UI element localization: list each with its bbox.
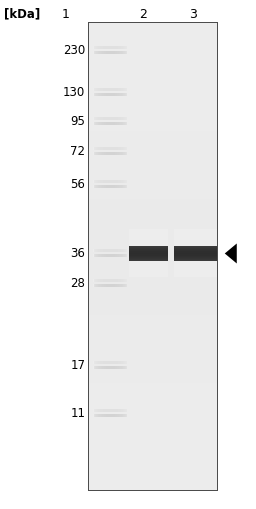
Text: 2: 2 (140, 8, 147, 21)
Text: 11: 11 (70, 407, 85, 420)
Text: 17: 17 (70, 359, 85, 372)
Text: 36: 36 (70, 247, 85, 260)
Text: 3: 3 (189, 8, 197, 21)
Text: 28: 28 (70, 277, 85, 290)
Text: 1: 1 (61, 8, 69, 21)
Text: 130: 130 (63, 86, 85, 99)
Text: 95: 95 (70, 115, 85, 128)
Text: 230: 230 (63, 44, 85, 58)
Text: [kDa]: [kDa] (4, 8, 40, 21)
Polygon shape (225, 243, 237, 264)
Text: 56: 56 (70, 178, 85, 191)
Text: 72: 72 (70, 145, 85, 158)
